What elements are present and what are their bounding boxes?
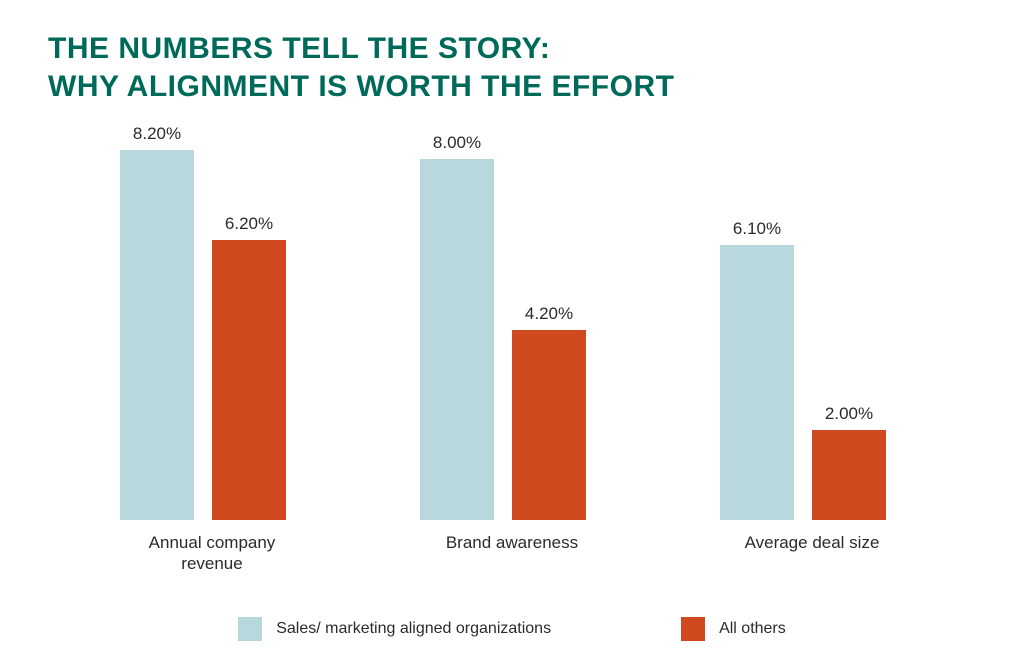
value-label: 8.00% — [433, 133, 481, 153]
value-label: 6.10% — [733, 219, 781, 239]
category-label: Average deal size — [702, 532, 922, 553]
bar-chart: 8.20% 6.20% Annual company revenue 8.00%… — [112, 150, 912, 520]
legend-item: Sales/ marketing aligned organizations — [238, 617, 551, 641]
bar-pair: 8.20% 6.20% — [112, 150, 312, 520]
bar-pair: 6.10% 2.00% — [712, 150, 912, 520]
value-label: 2.00% — [825, 404, 873, 424]
value-label: 8.20% — [133, 124, 181, 144]
bar-group: 6.10% 2.00% Average deal size — [712, 150, 912, 520]
page: THE NUMBERS TELL THE STORY: WHY ALIGNMEN… — [0, 0, 1024, 669]
bar-series-0 — [720, 245, 794, 520]
bar-pair: 8.00% 4.20% — [412, 150, 612, 520]
legend: Sales/ marketing aligned organizations A… — [0, 617, 1024, 641]
legend-swatch — [238, 617, 262, 641]
legend-label: All others — [719, 620, 786, 638]
bar-series-0 — [420, 159, 494, 520]
bar-group: 8.00% 4.20% Brand awareness — [412, 150, 612, 520]
chart-title: THE NUMBERS TELL THE STORY: WHY ALIGNMEN… — [48, 30, 674, 105]
bar-series-1 — [212, 240, 286, 520]
bar-series-1 — [812, 430, 886, 520]
legend-item: All others — [681, 617, 786, 641]
category-label: Annual company revenue — [102, 532, 322, 575]
bar-group: 8.20% 6.20% Annual company revenue — [112, 150, 312, 520]
bar-series-0 — [120, 150, 194, 520]
category-label: Brand awareness — [402, 532, 622, 553]
bar-series-1 — [512, 330, 586, 520]
legend-swatch — [681, 617, 705, 641]
value-label: 6.20% — [225, 214, 273, 234]
value-label: 4.20% — [525, 304, 573, 324]
legend-label: Sales/ marketing aligned organizations — [276, 620, 551, 638]
